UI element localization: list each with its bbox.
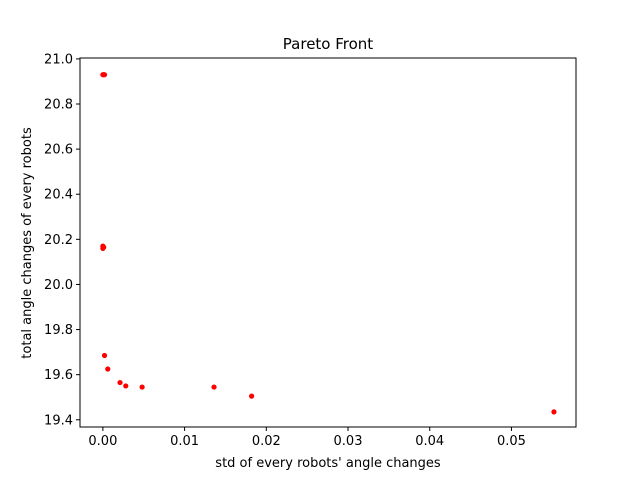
data-point: [211, 384, 217, 390]
x-axis-ticks: 0.00 0.01 0.02 0.03 0.04 0.05: [88, 427, 526, 449]
data-point: [101, 72, 108, 78]
x-tick-label: 0.03: [334, 434, 363, 449]
x-axis-label: std of every robots' angle changes: [215, 456, 441, 471]
x-tick-label: 0.01: [170, 434, 199, 449]
x-tick-label: 0.02: [252, 434, 281, 449]
plot-area-frame: [79, 57, 577, 428]
y-tick-label: 19.6: [44, 368, 73, 383]
data-point: [101, 352, 108, 359]
y-tick-label: 20.8: [44, 98, 73, 113]
data-point: [123, 383, 129, 389]
data-point: [101, 244, 107, 250]
y-tick-label: 19.4: [44, 413, 73, 428]
data-point: [248, 393, 255, 399]
x-tick-label: 0.04: [415, 434, 444, 449]
scatter-points: [100, 72, 557, 415]
y-tick-label: 20.0: [44, 278, 73, 293]
chart-title: Pareto Front: [283, 35, 374, 53]
y-tick-label: 21.0: [44, 52, 73, 67]
x-tick-label: 0.00: [88, 434, 117, 449]
y-tick-label: 20.6: [44, 143, 73, 158]
y-tick-label: 19.8: [44, 323, 73, 338]
y-axis-ticks: 19.4 19.6 19.8 20.0 20.2 20.4 20.6 20.8 21.0: [44, 52, 80, 428]
y-axis-label: total angle changes of every robots: [20, 127, 35, 359]
data-point: [117, 379, 123, 386]
data-point: [105, 366, 111, 372]
data-point: [551, 409, 557, 415]
x-tick-label: 0.05: [497, 434, 526, 449]
y-tick-label: 20.2: [44, 233, 73, 248]
y-tick-label: 20.4: [44, 188, 73, 203]
data-point: [139, 384, 145, 390]
